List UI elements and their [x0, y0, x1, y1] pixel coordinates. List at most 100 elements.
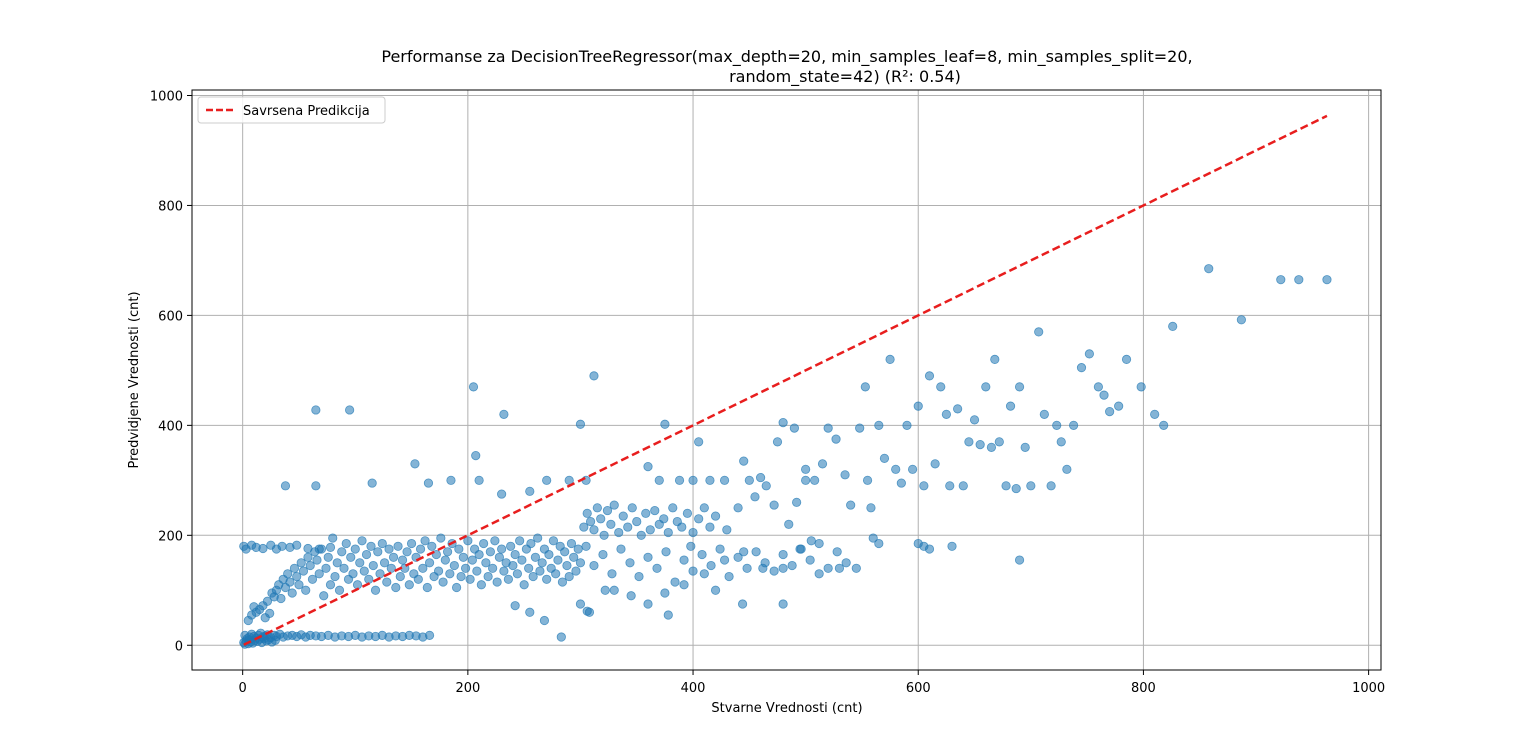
- scatter-point: [592, 503, 602, 513]
- scatter-point: [896, 478, 906, 488]
- scatter-point: [366, 541, 376, 551]
- scatter-point: [706, 560, 716, 571]
- scatter-point: [643, 599, 653, 609]
- scatter-point: [355, 558, 365, 568]
- scatter-point: [832, 547, 842, 557]
- scatter-point: [1076, 363, 1087, 373]
- scatter-point: [556, 632, 566, 642]
- scatter-point: [686, 541, 696, 551]
- scatter-point: [280, 481, 291, 491]
- y-tick-label: 0: [175, 639, 183, 654]
- scatter-point: [471, 450, 481, 461]
- scatter-point: [772, 437, 783, 447]
- scatter-point: [575, 419, 586, 429]
- scatter-point: [510, 601, 520, 611]
- scatter-point: [440, 555, 450, 565]
- scatter-point: [964, 437, 974, 447]
- scatter-point: [1052, 420, 1062, 430]
- scatter-point: [348, 569, 358, 579]
- scatter-point: [382, 577, 392, 587]
- scatter-point: [1039, 409, 1049, 419]
- scatter-point: [337, 547, 347, 557]
- plot-frame: [191, 89, 1382, 671]
- scatter-point: [292, 571, 302, 582]
- scatter-point: [645, 525, 655, 535]
- scatter-point: [292, 540, 302, 550]
- scatter-point: [1099, 390, 1109, 400]
- scatter-point: [539, 615, 550, 626]
- scatter-point: [1084, 349, 1094, 359]
- scatter-point: [311, 481, 321, 491]
- scatter-point: [373, 547, 383, 557]
- scatter-point: [679, 580, 689, 590]
- scatter-point: [557, 577, 568, 587]
- scatter-point: [1322, 275, 1332, 285]
- scatter-point: [1159, 420, 1169, 430]
- scatter-point: [994, 437, 1004, 447]
- scatter-point: [679, 555, 689, 565]
- scatter-point: [778, 563, 788, 573]
- scatter-point: [831, 434, 841, 444]
- scatter-point: [492, 577, 502, 587]
- scatter-point: [364, 574, 374, 584]
- scatter-point: [598, 549, 608, 560]
- scatter-point: [589, 525, 599, 535]
- y-axis-ticks: 0 200 400 600 800 1000: [150, 89, 192, 654]
- scatter-point: [626, 591, 636, 601]
- scatter-point: [571, 566, 581, 576]
- scatter-point: [564, 571, 574, 582]
- scatter-point: [632, 516, 642, 527]
- scatter-point: [1026, 481, 1036, 491]
- scatter-point: [990, 354, 1000, 364]
- scatter-point: [384, 544, 394, 554]
- scatter-point: [424, 630, 435, 640]
- legend-label: Savrsena Predikcija: [243, 104, 370, 119]
- plot-area: [191, 89, 1382, 671]
- scatter-point: [341, 538, 351, 549]
- scatter-point: [805, 555, 815, 565]
- scatter-point: [499, 409, 509, 419]
- legend-box: [197, 96, 386, 124]
- scatter-point: [537, 558, 547, 568]
- scatter-point: [497, 544, 507, 554]
- scatter-point: [795, 544, 805, 554]
- scatter-point: [472, 566, 482, 576]
- scatter-point: [851, 563, 861, 573]
- scatter-point: [742, 563, 752, 573]
- scatter-point: [368, 560, 378, 571]
- scatter-point: [1069, 420, 1079, 430]
- scatter-point: [609, 500, 619, 510]
- scatter-point: [874, 420, 884, 430]
- scatter-point: [1204, 264, 1214, 274]
- scatter-point: [1136, 382, 1146, 392]
- scatter-point: [739, 456, 749, 466]
- scatter-point: [332, 558, 342, 568]
- scatter-point: [787, 560, 797, 571]
- scatter-point: [930, 459, 940, 469]
- x-tick-label: 800: [1131, 681, 1156, 696]
- scatter-point: [582, 508, 592, 518]
- scatter-point: [814, 538, 824, 549]
- scatter-point: [438, 577, 448, 587]
- scatter-point: [663, 527, 673, 538]
- scatter-point: [840, 470, 850, 480]
- scatter-point: [663, 610, 673, 620]
- scatter-point: [941, 409, 951, 419]
- scatter-point: [525, 607, 535, 617]
- scatter-point: [606, 519, 616, 529]
- scatter-point: [750, 492, 760, 502]
- scatter-point: [404, 580, 414, 590]
- scatter-point: [289, 563, 300, 573]
- scatter-point: [575, 558, 586, 568]
- scatter-point: [789, 423, 799, 433]
- y-tick-label: 800: [158, 199, 183, 214]
- scatter-point: [792, 497, 802, 507]
- scatter-point: [874, 538, 884, 549]
- scatter-point: [386, 563, 396, 573]
- scatter-point: [321, 563, 331, 573]
- scatter-point: [699, 503, 709, 513]
- scatter-point: [670, 577, 680, 587]
- scatter-point: [406, 538, 417, 549]
- scatter-point: [823, 563, 833, 573]
